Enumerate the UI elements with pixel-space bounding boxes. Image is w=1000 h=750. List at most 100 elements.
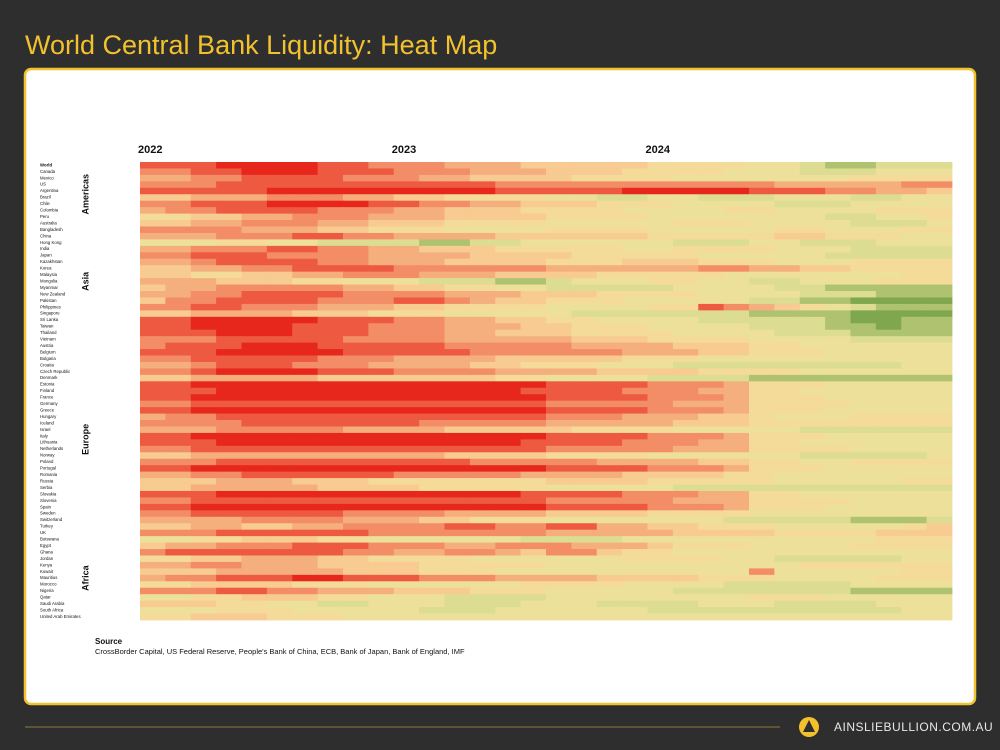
heat-cell xyxy=(672,239,699,247)
row-label: Czech Republic xyxy=(40,369,71,374)
heat-cell xyxy=(368,523,395,531)
row-label: Brazil xyxy=(40,195,51,200)
heat-cell xyxy=(698,465,725,473)
heat-cell xyxy=(292,581,319,589)
heat-cell xyxy=(495,349,522,356)
heat-cell xyxy=(216,316,242,324)
heat-cell xyxy=(647,497,674,505)
heat-cell xyxy=(469,549,496,556)
heat-cell xyxy=(343,336,369,344)
heat-cell xyxy=(596,420,623,427)
heat-cell xyxy=(444,258,471,266)
heat-cell xyxy=(723,387,750,395)
heat-cell xyxy=(774,271,801,279)
heat-cell xyxy=(571,490,598,498)
heat-cell xyxy=(774,265,801,273)
heat-cell xyxy=(749,355,775,363)
heat-cell xyxy=(444,329,471,337)
heat-cell xyxy=(241,458,268,466)
row-label: US xyxy=(40,182,46,187)
heat-cell xyxy=(140,316,166,324)
heat-cell xyxy=(749,510,775,518)
heat-cell xyxy=(495,445,522,453)
heat-cell xyxy=(495,316,522,324)
heat-cell xyxy=(368,503,395,511)
heat-cell xyxy=(647,355,674,363)
heat-cell xyxy=(749,252,775,260)
heat-cell xyxy=(165,420,192,427)
heat-cell xyxy=(317,574,344,582)
heat-cell xyxy=(799,284,826,292)
heat-cell xyxy=(140,162,166,169)
heat-cell xyxy=(495,200,522,208)
heat-cell xyxy=(596,291,623,298)
heat-cell xyxy=(292,342,319,350)
heat-cell xyxy=(495,207,522,215)
heat-cell xyxy=(469,265,496,273)
heat-cell xyxy=(165,291,192,298)
heat-cell xyxy=(292,181,319,189)
heat-cell xyxy=(140,478,166,485)
heat-cell xyxy=(317,594,344,602)
heat-cell xyxy=(926,245,953,253)
heat-cell xyxy=(520,600,547,608)
heat-cell xyxy=(216,458,242,466)
heat-cell xyxy=(749,503,775,511)
heat-cell xyxy=(926,194,953,202)
heat-cell xyxy=(546,478,572,485)
heat-cell xyxy=(317,490,344,498)
heat-cell xyxy=(774,581,801,589)
heat-cell xyxy=(850,252,877,260)
heat-cell xyxy=(622,194,648,202)
heat-cell xyxy=(190,432,217,440)
heat-cell xyxy=(165,355,192,363)
heat-cell xyxy=(926,342,953,350)
heat-cell xyxy=(292,381,319,389)
heat-cell xyxy=(672,181,699,189)
heat-cell xyxy=(774,284,801,292)
heat-cell xyxy=(698,220,725,227)
heat-cell xyxy=(190,278,217,285)
heat-cell xyxy=(672,458,699,466)
heat-cell xyxy=(165,568,192,576)
heat-cell xyxy=(165,187,192,195)
heat-cell xyxy=(419,297,445,305)
heat-cell xyxy=(723,303,750,311)
heat-cell xyxy=(850,258,877,266)
heat-cell xyxy=(165,200,192,208)
heat-cell xyxy=(520,297,547,305)
heat-cell xyxy=(317,542,344,550)
heat-cell xyxy=(926,174,953,182)
heat-cell xyxy=(241,510,268,518)
heat-cell xyxy=(799,478,826,485)
heat-cell xyxy=(165,478,192,485)
heat-cell xyxy=(850,200,877,208)
heat-cell xyxy=(647,549,674,556)
heat-cell xyxy=(317,284,344,292)
heat-cell xyxy=(571,329,598,337)
heat-cell xyxy=(774,381,801,389)
heat-cell xyxy=(698,536,725,543)
heat-cell xyxy=(190,162,217,169)
heat-cell xyxy=(622,174,648,182)
heat-cell xyxy=(926,581,953,589)
heat-cell xyxy=(749,200,775,208)
heat-cell xyxy=(495,181,522,189)
heat-cell xyxy=(546,245,572,253)
heat-cell xyxy=(571,207,598,215)
heat-cell xyxy=(723,484,750,492)
heat-cell xyxy=(343,226,369,234)
heat-cell xyxy=(266,600,293,608)
heat-cell xyxy=(622,271,648,279)
heat-cell xyxy=(444,484,471,492)
footer-url[interactable]: AINSLIEBULLION.COM.AU xyxy=(834,720,993,734)
heat-cell xyxy=(292,613,319,621)
heat-cell xyxy=(926,413,953,421)
heat-cell xyxy=(292,316,319,324)
heat-cell xyxy=(546,439,572,447)
group-label: Americas xyxy=(80,174,90,215)
heat-cell xyxy=(444,349,471,356)
heat-cell xyxy=(368,432,395,440)
heat-cell xyxy=(495,394,522,402)
heat-cell xyxy=(799,458,826,466)
